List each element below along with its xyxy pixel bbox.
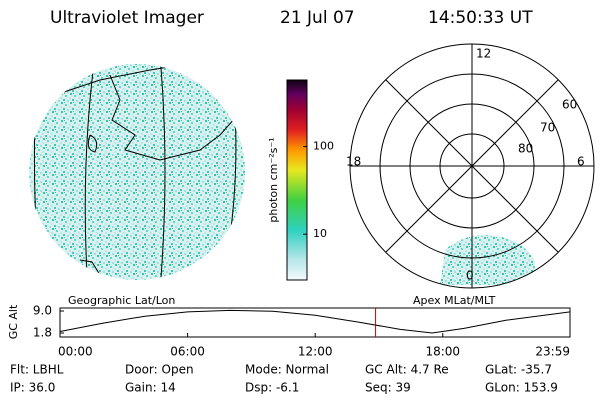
status-field: GC Alt: 4.7 Re	[365, 363, 449, 377]
x-tick-label: 06:00	[170, 345, 205, 359]
colorbar-label: photon cm⁻²s⁻¹	[267, 137, 280, 222]
time: 14:50:33 UT	[428, 8, 533, 28]
altitude-line	[59, 309, 571, 334]
status-field: Flt: LBHL	[10, 363, 64, 377]
y-tick-label: 1.8	[33, 326, 52, 340]
mlt-label: 6	[577, 155, 585, 169]
panel-label: Geographic Lat/Lon	[68, 294, 175, 307]
y-tick-label: 9.0	[33, 304, 52, 318]
x-tick-label: 12:00	[298, 345, 333, 359]
lat-label: 70	[540, 121, 555, 135]
polar-plot: 12 18 6 0 60 70 80	[346, 43, 595, 289]
mlt-label: 0	[466, 269, 474, 283]
x-tick-label: 18:00	[425, 345, 460, 359]
title: Ultraviolet Imager	[50, 8, 204, 28]
date: 21 Jul 07	[280, 8, 355, 28]
status-field: GLat: -35.7	[485, 363, 552, 377]
y-axis-label: GC Alt	[7, 304, 20, 339]
colorbar-tick-label: 10	[313, 227, 327, 240]
status-field: Dsp: -6.1	[245, 381, 299, 395]
panel-label: Apex MLat/MLT	[413, 294, 496, 307]
x-tick-label: 00:00	[58, 345, 93, 359]
status-field: Seq: 39	[365, 381, 411, 395]
status-field: Door: Open	[125, 363, 194, 377]
mlt-label: 12	[476, 47, 491, 61]
colorbar	[286, 79, 308, 281]
geographic-image	[29, 64, 245, 280]
status-field: GLon: 153.9	[485, 381, 558, 395]
x-tick-label: 23:59	[535, 345, 570, 359]
lat-label: 60	[562, 98, 577, 112]
status-field: Mode: Normal	[245, 363, 329, 377]
status-field: IP: 36.0	[10, 381, 55, 395]
lat-label: 80	[518, 142, 533, 156]
status-field: Gain: 14	[125, 381, 176, 395]
colorbar-tick-label: 100	[313, 140, 334, 153]
mlt-label: 18	[346, 155, 361, 169]
